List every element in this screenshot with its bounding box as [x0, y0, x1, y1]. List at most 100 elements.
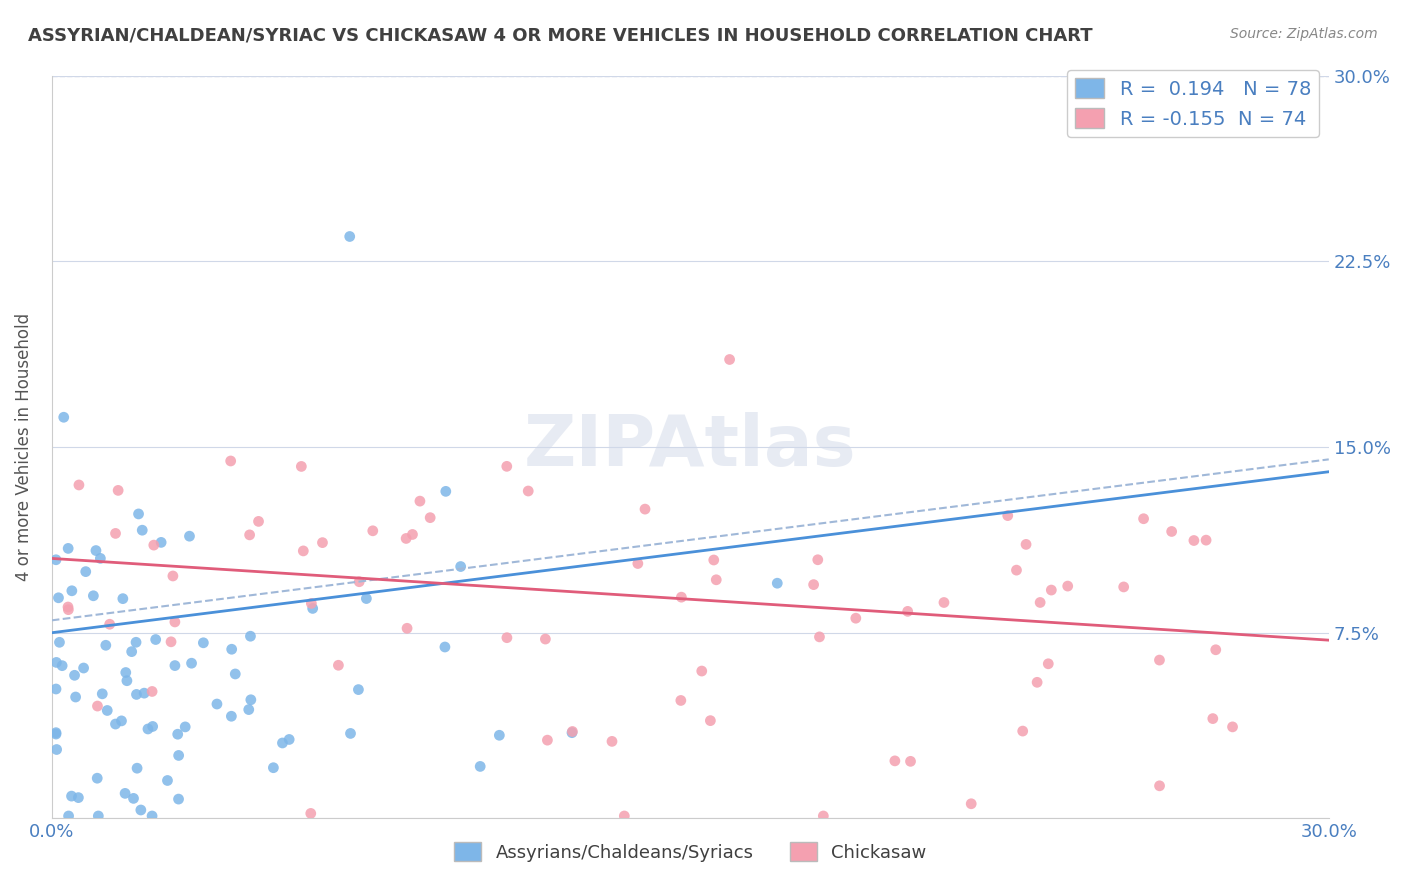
- Point: [301, 601, 323, 615]
- Point: [409, 494, 432, 508]
- Point: [690, 664, 713, 678]
- Point: [534, 632, 557, 646]
- Point: [60, 789, 83, 804]
- Point: [299, 596, 322, 610]
- Point: [115, 673, 138, 688]
- Point: [121, 645, 143, 659]
- Point: [150, 535, 173, 549]
- Point: [221, 642, 243, 657]
- Point: [807, 553, 830, 567]
- Point: [52, 410, 75, 425]
- Point: [1222, 720, 1244, 734]
- Point: [803, 577, 825, 591]
- Point: [671, 590, 693, 604]
- Point: [883, 754, 905, 768]
- Point: [292, 544, 315, 558]
- Point: [718, 352, 741, 367]
- Point: [897, 604, 920, 618]
- Point: [111, 591, 134, 606]
- Point: [496, 631, 519, 645]
- Point: [72, 661, 94, 675]
- Point: [167, 792, 190, 806]
- Point: [1011, 724, 1033, 739]
- Point: [122, 791, 145, 805]
- Point: [56, 600, 79, 615]
- Point: [450, 559, 472, 574]
- Point: [87, 809, 110, 823]
- Point: [142, 538, 165, 552]
- Point: [488, 728, 510, 742]
- Point: [179, 529, 201, 543]
- Point: [224, 667, 246, 681]
- Point: [1149, 653, 1171, 667]
- Point: [613, 809, 636, 823]
- Point: [434, 484, 457, 499]
- Point: [997, 508, 1019, 523]
- Point: [141, 684, 163, 698]
- Point: [704, 573, 727, 587]
- Point: [58, 602, 80, 616]
- Point: [669, 693, 692, 707]
- Point: [1056, 579, 1078, 593]
- Point: [86, 771, 108, 785]
- Point: [1040, 583, 1063, 598]
- Point: [162, 569, 184, 583]
- Point: [125, 688, 148, 702]
- Point: [221, 709, 243, 723]
- Point: [84, 543, 107, 558]
- Point: [328, 658, 350, 673]
- Point: [600, 734, 623, 748]
- Point: [141, 809, 163, 823]
- Point: [45, 725, 67, 739]
- Point: [339, 726, 361, 740]
- Point: [91, 687, 114, 701]
- Point: [96, 703, 118, 717]
- Point: [1132, 512, 1154, 526]
- Point: [347, 574, 370, 589]
- Point: [299, 806, 322, 821]
- Point: [627, 557, 650, 571]
- Point: [219, 454, 242, 468]
- Point: [1038, 657, 1060, 671]
- Point: [193, 636, 215, 650]
- Point: [1202, 712, 1225, 726]
- Point: [205, 697, 228, 711]
- Point: [89, 551, 111, 566]
- Point: [75, 565, 97, 579]
- Point: [1112, 580, 1135, 594]
- Point: [845, 611, 868, 625]
- Point: [271, 736, 294, 750]
- Point: [356, 591, 378, 606]
- Point: [51, 658, 73, 673]
- Point: [1195, 533, 1218, 548]
- Point: [125, 761, 148, 775]
- Point: [104, 717, 127, 731]
- Point: [60, 583, 83, 598]
- Point: [634, 502, 657, 516]
- Point: [1015, 537, 1038, 551]
- Point: [114, 786, 136, 800]
- Point: [45, 742, 67, 756]
- Point: [136, 722, 159, 736]
- Point: [67, 790, 90, 805]
- Point: [813, 809, 835, 823]
- Point: [311, 535, 333, 549]
- Point: [1205, 642, 1227, 657]
- Point: [536, 733, 558, 747]
- Point: [125, 635, 148, 649]
- Point: [239, 693, 262, 707]
- Point: [98, 617, 121, 632]
- Point: [48, 591, 70, 605]
- Point: [142, 719, 165, 733]
- Point: [94, 638, 117, 652]
- Point: [134, 686, 156, 700]
- Point: [238, 702, 260, 716]
- Point: [247, 515, 270, 529]
- Point: [160, 635, 183, 649]
- Point: [1182, 533, 1205, 548]
- Point: [58, 809, 80, 823]
- Point: [699, 714, 721, 728]
- Point: [145, 632, 167, 647]
- Point: [960, 797, 983, 811]
- Point: [395, 532, 418, 546]
